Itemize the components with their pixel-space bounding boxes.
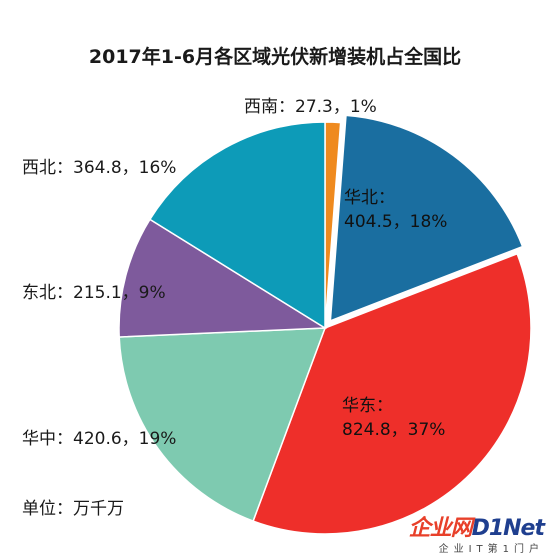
chart-title: 2017年1-6月各区域光伏新增装机占全国比 <box>88 46 462 68</box>
label-dongbei: 东北：215.1，9% <box>22 283 166 303</box>
unit-note: 单位：万千万 <box>22 499 124 519</box>
pie-slice-华中 <box>118 327 327 523</box>
pie-slice-华东 <box>252 252 532 535</box>
watermark-logo: 企业网D1Net 企业IT第1门户 <box>408 510 545 555</box>
label-huazhong: 华中：420.6，19% <box>22 429 177 449</box>
label-huadong: 华东： 824.8，37% <box>342 394 445 442</box>
label-xibei: 西北：364.8，16% <box>22 158 177 178</box>
pie-slice-华北 <box>329 114 524 322</box>
label-huadong-name: 华东： <box>342 396 393 416</box>
watermark-subtitle: 企业IT第1门户 <box>438 544 544 555</box>
watermark-brand: 企业网D1Net <box>408 510 545 542</box>
label-huadong-value: 824.8，37% <box>342 420 446 440</box>
label-huabei-value: 404.5，18% <box>344 212 448 232</box>
watermark-brand-cn: 企业网 <box>408 516 473 541</box>
pie-slice-东北 <box>118 218 328 338</box>
watermark-brand-en: D1Net <box>471 516 545 541</box>
label-huabei-name: 华北： <box>344 188 395 208</box>
pie-slice-西北 <box>148 121 326 330</box>
label-xinan: 西南：27.3，1% <box>244 97 377 117</box>
label-huabei: 华北： 404.5，18% <box>344 186 447 234</box>
